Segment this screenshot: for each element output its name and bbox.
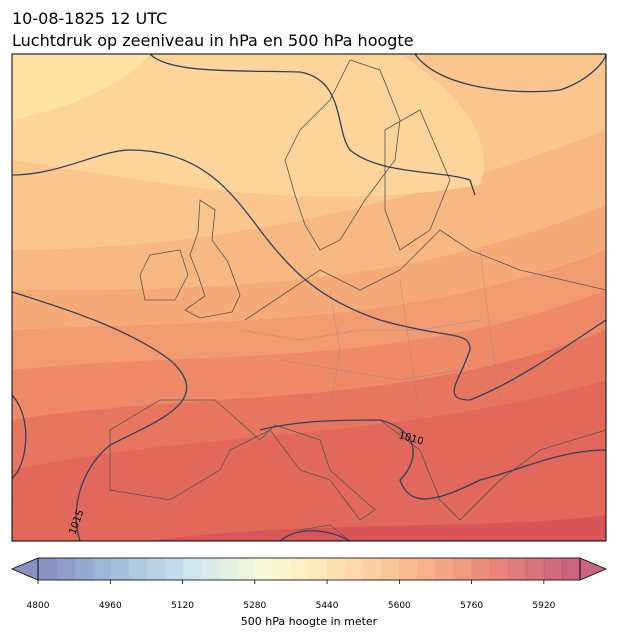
colorbar-segment	[254, 558, 274, 580]
colorbar-segment	[525, 558, 545, 580]
border	[239, 249, 501, 421]
colorbar-segment	[471, 558, 491, 580]
colorbar-segment	[345, 558, 364, 580]
colorbar-tick-label: 4960	[99, 601, 122, 611]
isobar	[414, 54, 606, 93]
colorbar-segment	[38, 558, 57, 580]
colorbar-segment	[363, 558, 382, 580]
colorbar-tick-label: 5120	[171, 601, 194, 611]
colorbar-segment	[146, 558, 165, 580]
height-band	[12, 54, 150, 120]
isobar	[149, 54, 476, 196]
date-title: 10-08-1825 12 UTC	[12, 9, 167, 28]
colorbar-segment	[453, 558, 473, 580]
colorbar-label: 500 hPa hoogte in meter	[241, 615, 378, 628]
height-band	[12, 54, 484, 197]
colorbar-segment	[110, 558, 129, 580]
colorbar-segment	[128, 558, 147, 580]
colorbar-tick-label: 5280	[243, 601, 266, 611]
colorbar-tick-label: 4800	[27, 601, 50, 611]
colorbar-extend-high	[579, 557, 608, 581]
colorbar-segment	[200, 558, 220, 580]
colorbar-segment	[435, 558, 455, 580]
colorbar-segment	[218, 558, 238, 580]
map-title: Luchtdruk op zeeniveau in hPa en 500 hPa…	[12, 31, 414, 50]
colorbar-segment	[381, 558, 400, 580]
colorbar-segment	[182, 558, 202, 580]
coastline	[384, 109, 451, 251]
colorbar-tick-label: 5760	[460, 601, 483, 611]
coastline	[379, 419, 606, 521]
colorbar-segment	[399, 558, 418, 580]
colorbar-segment	[309, 558, 328, 580]
coastline	[244, 229, 606, 321]
isobar	[12, 291, 188, 541]
colorbar-segment	[236, 558, 256, 580]
colorbar-extend-low	[10, 557, 39, 581]
coastline	[109, 399, 376, 521]
colorbar-segment	[74, 558, 93, 580]
colorbar-segment	[417, 558, 436, 580]
colorbar-segment	[327, 558, 346, 580]
coastline	[139, 249, 189, 301]
coastline	[299, 524, 351, 541]
isobar	[259, 419, 606, 500]
colorbar-segment	[543, 558, 563, 580]
colorbar-segment	[272, 558, 292, 580]
colorbar-tick-label: 5920	[532, 601, 555, 611]
isobar	[279, 530, 351, 541]
colorbar-segment	[561, 558, 581, 580]
colorbar-tick-label: 5440	[316, 601, 339, 611]
colorbar-tick-label: 5600	[388, 601, 411, 611]
colorbar-segment	[507, 558, 527, 580]
coastline	[184, 199, 241, 319]
height-band	[150, 515, 606, 541]
colorbar-segment	[489, 558, 509, 580]
colorbar-segment	[56, 558, 75, 580]
map: 1015 1010	[12, 54, 606, 541]
colorbar: 4800 4960 5120 5280 5440 5600 5760 5920	[10, 557, 608, 611]
colorbar-frame	[37, 557, 581, 581]
colorbar-segment	[92, 558, 111, 580]
colorbar-segment	[290, 558, 310, 580]
colorbar-segment	[164, 558, 184, 580]
isobar	[12, 149, 606, 401]
map-frame	[11, 53, 607, 542]
isobar	[12, 394, 27, 479]
coastline	[284, 59, 401, 251]
